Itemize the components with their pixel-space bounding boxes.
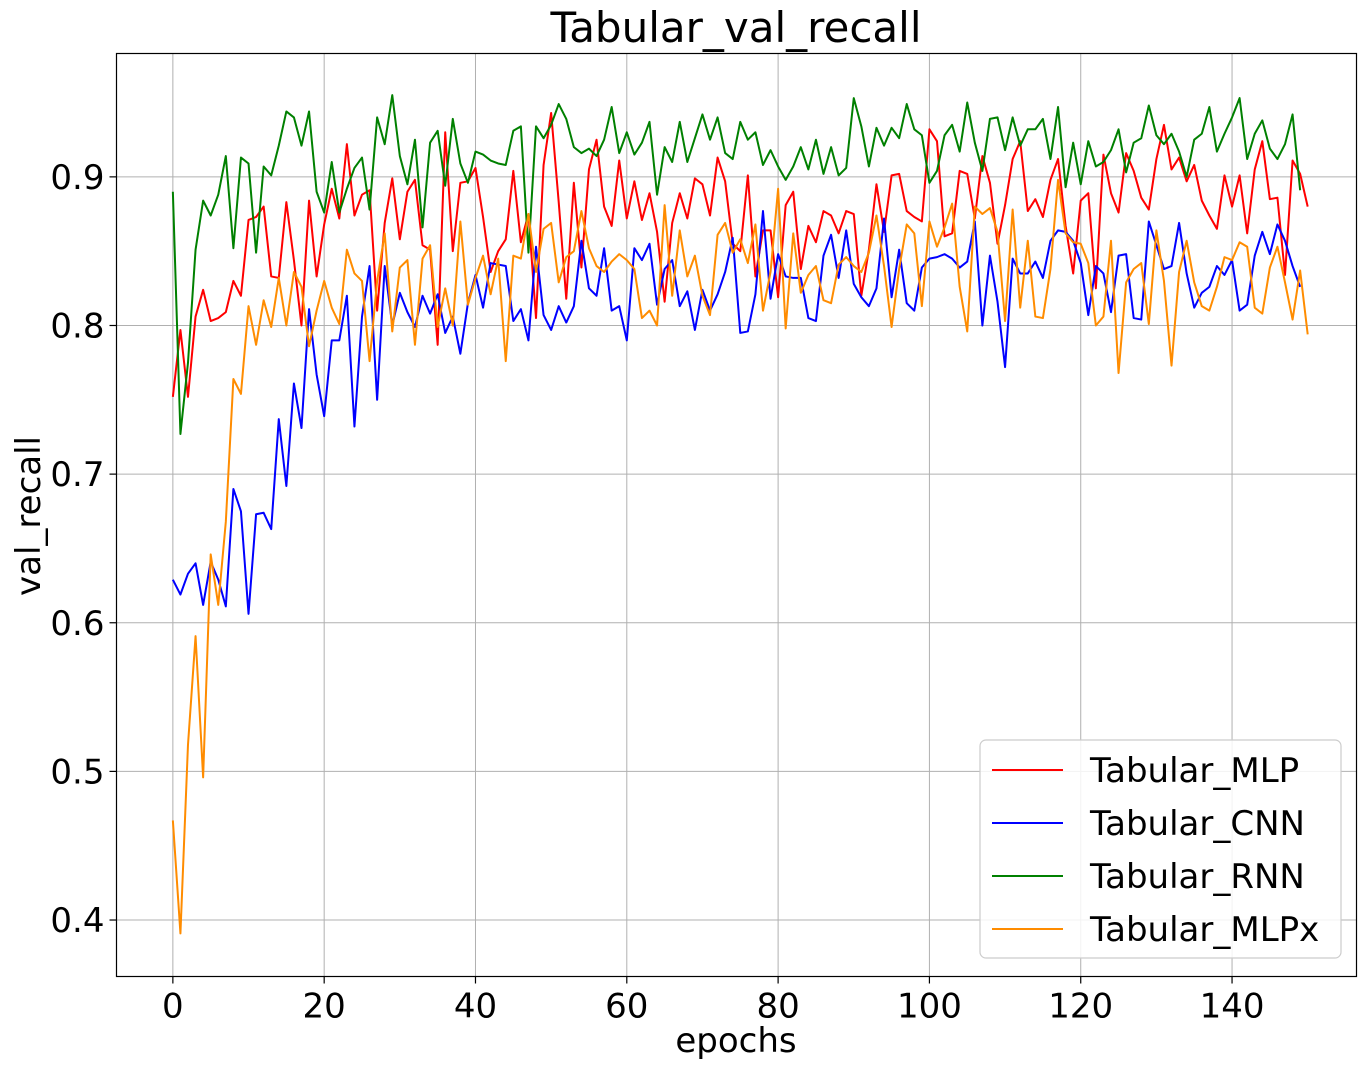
y-tick-label: 0.7 <box>50 455 104 495</box>
y-tick-label: 0.5 <box>50 752 104 792</box>
x-tick-label: 100 <box>897 987 962 1027</box>
legend-label-tabular-cnn: Tabular_CNN <box>1089 804 1305 844</box>
x-tick-label: 80 <box>756 987 799 1027</box>
x-axis-label: epochs <box>675 1021 796 1061</box>
legend-label-tabular-mlp: Tabular_MLP <box>1089 751 1299 791</box>
x-tick-label: 20 <box>303 987 346 1027</box>
chart-title: Tabular_val_recall <box>549 3 921 52</box>
legend-label-tabular-rnn: Tabular_RNN <box>1089 857 1305 897</box>
x-tick-label: 120 <box>1048 987 1113 1027</box>
y-tick-label: 0.9 <box>50 158 104 198</box>
legend-box <box>979 739 1342 959</box>
legend-label-tabular-mlpx: Tabular_MLPx <box>1089 910 1319 950</box>
series-line-tabular-cnn <box>171 210 1302 615</box>
series-lines <box>171 94 1309 935</box>
x-tick-label: 60 <box>605 987 648 1027</box>
y-tick-label: 0.8 <box>50 306 104 346</box>
legend: Tabular_MLP Tabular_CNN Tabular_RNN Tabular… <box>979 739 1342 959</box>
y-tick-label: 0.6 <box>50 604 104 644</box>
series-line-tabular-mlpx <box>171 178 1309 935</box>
series-line-tabular-rnn <box>171 94 1302 435</box>
plot-frame <box>115 52 1358 978</box>
x-tick-label: 0 <box>162 987 184 1027</box>
axis-ticks: 0 20 40 60 80 100 120 140 0.4 0.5 0.6 0.7 0.8 0.9 <box>50 158 1264 1027</box>
series-line-tabular-mlp <box>171 111 1309 398</box>
y-tick-label: 0.4 <box>50 901 104 941</box>
y-axis-label: val_recall <box>9 436 49 596</box>
x-tick-label: 40 <box>454 987 497 1027</box>
x-tick-label: 140 <box>1200 987 1265 1027</box>
